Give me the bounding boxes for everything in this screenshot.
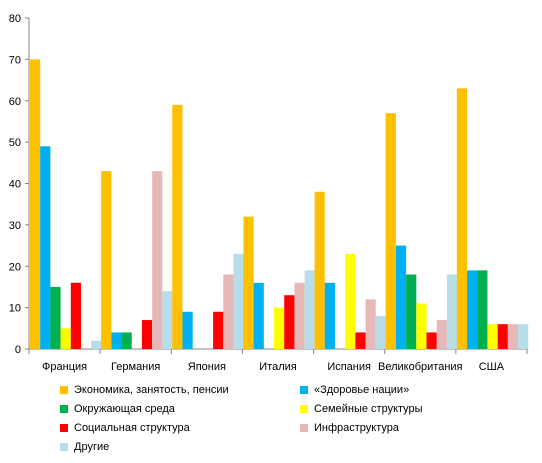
y-tick-label: 0 bbox=[15, 344, 21, 356]
bar bbox=[304, 270, 315, 349]
bar bbox=[456, 88, 468, 350]
x-tick-label: Великобритания bbox=[378, 361, 463, 373]
y-tick-label: 60 bbox=[9, 96, 21, 108]
legend-label: Окружающая среда bbox=[74, 403, 175, 415]
bar bbox=[385, 113, 396, 349]
bar bbox=[152, 171, 163, 349]
legend-label: Социальная структура bbox=[74, 422, 190, 434]
y-tick-label: 80 bbox=[9, 13, 21, 25]
legend-item: «Здоровье нации» bbox=[300, 384, 409, 396]
legend-label: Другие bbox=[74, 441, 110, 453]
bar bbox=[355, 332, 366, 349]
bar bbox=[406, 274, 417, 349]
legend-swatch bbox=[300, 386, 308, 394]
bar bbox=[60, 328, 71, 349]
legend-label: Семейные структуры bbox=[314, 403, 423, 415]
bar bbox=[436, 320, 447, 349]
legend-swatch bbox=[60, 405, 68, 413]
x-tick-label: Германия bbox=[111, 361, 160, 373]
legend-swatch bbox=[60, 386, 68, 394]
bar bbox=[518, 324, 529, 349]
legend-swatch bbox=[60, 424, 68, 432]
bar bbox=[345, 253, 356, 349]
bar bbox=[467, 270, 478, 349]
bar bbox=[213, 311, 224, 349]
bar bbox=[253, 282, 264, 349]
bar bbox=[162, 291, 173, 349]
bar bbox=[446, 274, 458, 349]
y-tick-label: 20 bbox=[9, 261, 21, 273]
legend-label: Экономика, занятость, пенсии bbox=[74, 384, 229, 396]
x-tick-label: Франция bbox=[42, 361, 87, 373]
x-tick-label: Италия bbox=[259, 361, 297, 373]
x-tick-label: Испания bbox=[327, 361, 371, 373]
bar bbox=[111, 332, 122, 349]
legend-item: Социальная структура bbox=[60, 422, 190, 434]
legend-swatch bbox=[300, 405, 308, 413]
y-tick-label: 10 bbox=[9, 303, 21, 315]
bar bbox=[141, 320, 153, 349]
bar bbox=[40, 146, 51, 349]
bar bbox=[426, 332, 437, 349]
bar bbox=[50, 286, 61, 349]
x-tick-label: Япония bbox=[188, 361, 226, 373]
bar bbox=[314, 191, 325, 349]
bar bbox=[375, 315, 386, 349]
bar bbox=[507, 324, 519, 349]
bar bbox=[274, 307, 285, 349]
chart-labels: 0 10 20 30 40 50 60 70 80 Франция Германия Япония Ит… bbox=[9, 13, 505, 373]
bar bbox=[324, 282, 335, 349]
legend-swatch bbox=[60, 443, 68, 451]
bar bbox=[30, 59, 41, 349]
bar bbox=[243, 216, 254, 349]
bar bbox=[172, 104, 183, 349]
bar bbox=[497, 324, 508, 349]
bar bbox=[416, 303, 427, 349]
legend-item: Окружающая среда bbox=[60, 403, 175, 415]
chart-bars bbox=[30, 59, 529, 350]
legend-swatch bbox=[300, 424, 308, 432]
y-tick-label: 30 bbox=[9, 220, 21, 232]
bar bbox=[284, 295, 295, 349]
y-tick-label: 50 bbox=[9, 137, 21, 149]
bar bbox=[121, 332, 132, 349]
bar bbox=[294, 282, 305, 349]
bar bbox=[487, 324, 498, 349]
legend-item: Семейные структуры bbox=[300, 403, 423, 415]
legend-label: Инфраструктура bbox=[314, 422, 400, 434]
legend-label: «Здоровье нации» bbox=[314, 384, 410, 396]
bar bbox=[223, 274, 234, 349]
legend-item: Другие bbox=[60, 441, 109, 453]
x-tick-label: США bbox=[479, 361, 505, 373]
bar bbox=[91, 340, 102, 349]
y-tick-label: 70 bbox=[9, 54, 21, 66]
y-tick-label: 40 bbox=[9, 179, 21, 191]
bar bbox=[395, 245, 407, 349]
bar bbox=[365, 299, 376, 349]
bar bbox=[182, 311, 193, 349]
bar bbox=[70, 282, 81, 349]
legend-item: Инфраструктура bbox=[300, 422, 399, 434]
bar bbox=[101, 171, 112, 349]
bar bbox=[233, 253, 244, 349]
legend-item: Экономика, занятость, пенсии bbox=[60, 384, 229, 396]
bar bbox=[477, 270, 488, 349]
